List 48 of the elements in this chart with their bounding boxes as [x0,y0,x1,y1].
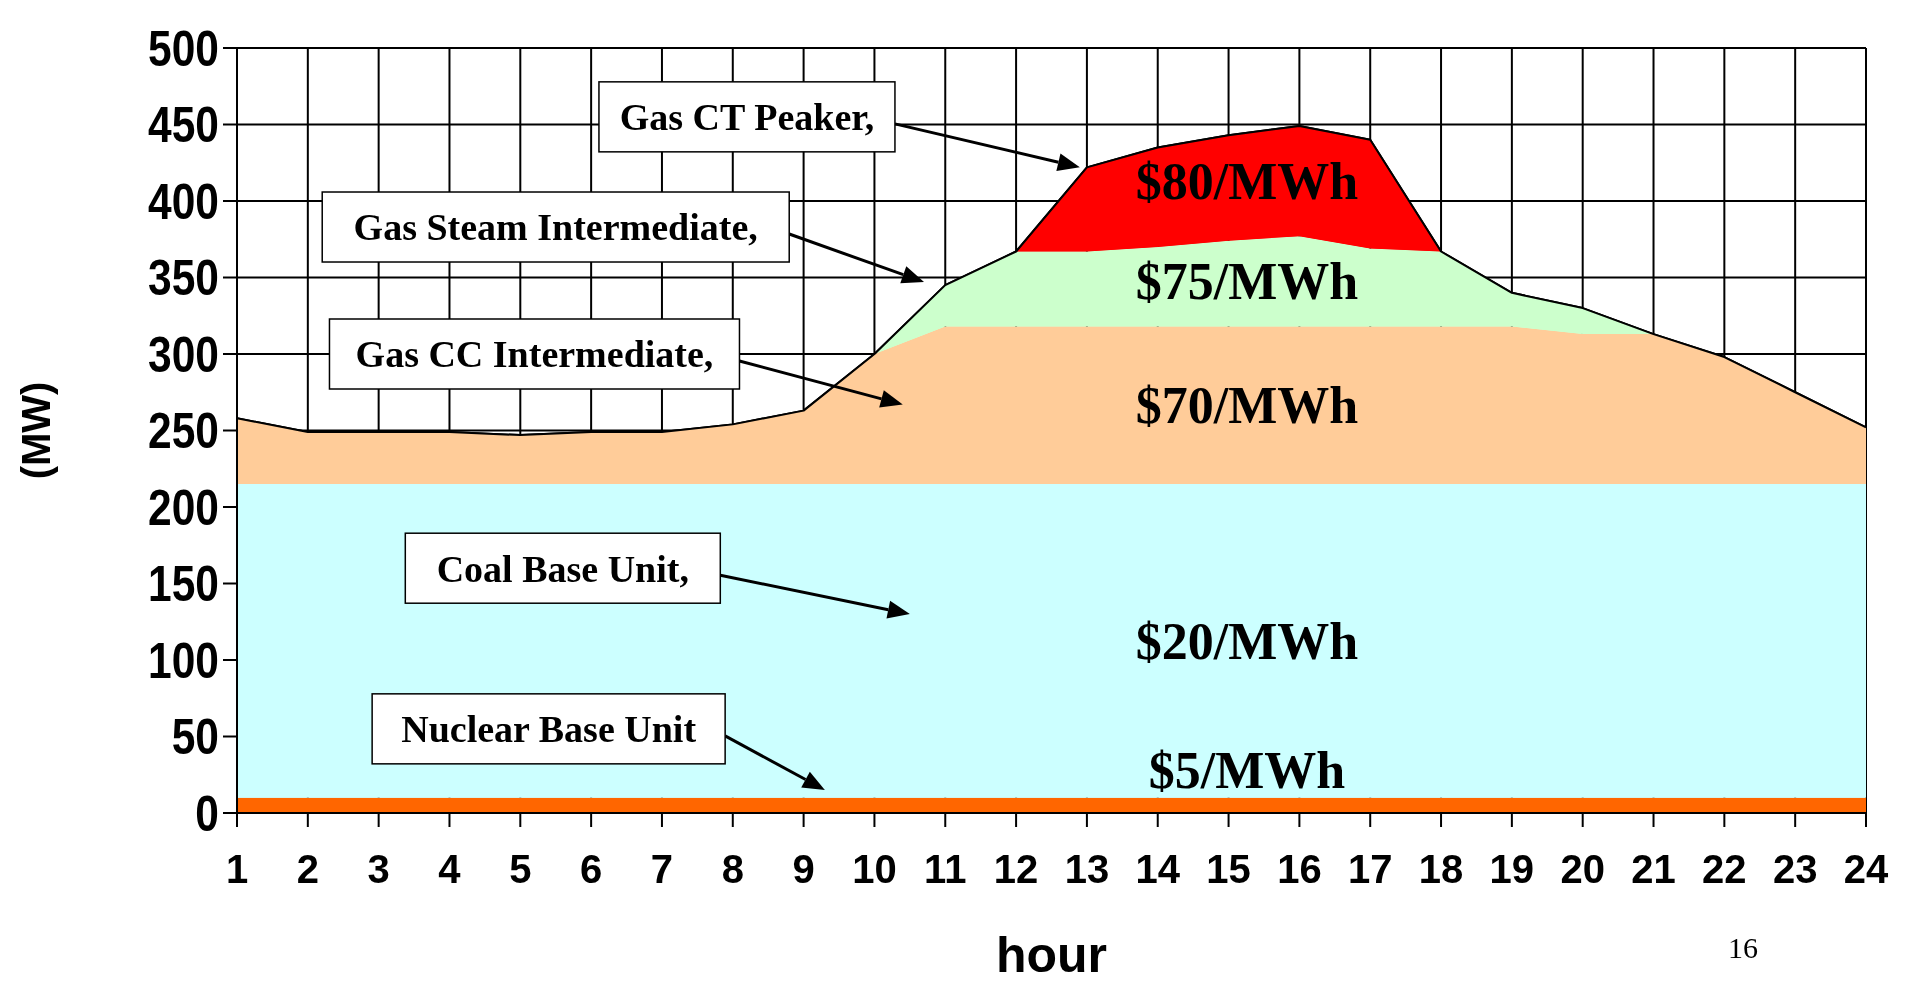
legend-label: $80/MWh [1135,153,1359,211]
x-tick-label: 12 [993,847,1039,891]
y-tick-label: 0 [195,785,219,842]
x-tick-label: 8 [721,847,744,891]
annotation: Gas CC Intermediate, [355,333,714,376]
x-tick-label: 15 [1206,847,1251,891]
y-axis-title: (MW) [14,381,58,480]
y-tick-label: 450 [148,97,219,154]
x-tick-label: 19 [1489,847,1535,891]
annotation: Gas CT Peaker, [619,96,875,139]
series-label: $70/MWh [1135,377,1359,435]
x-tick-label: 20 [1560,847,1605,891]
annotation: Coal Base Unit, [436,547,689,590]
x-tick-label: 1 [225,847,249,891]
annotation: Gas Steam Intermediate, [353,206,758,249]
x-tick-label: 23 [1772,847,1818,891]
x-tick-label: 13 [1064,847,1110,891]
x-tick-label: 22 [1702,847,1747,891]
x-axis-title: hour [995,927,1108,983]
x-tick-label: 6 [580,847,603,891]
y-tick-label: 350 [148,250,219,307]
x-tick-label: 4 [438,847,462,891]
x-tick-label: 16 [1277,847,1322,891]
y-tick-label: 200 [148,479,219,536]
annotation: Nuclear Base Unit [401,708,697,751]
x-tick-label: 14 [1135,847,1181,891]
x-tick-label: 2 [296,847,319,891]
x-tick-label: 17 [1347,847,1393,891]
y-tick-label: 500 [148,20,219,77]
y-tick-label: 100 [148,632,219,689]
y-tick-label: 400 [148,173,219,230]
x-tick-label: 11 [924,847,967,891]
y-tick-label: 300 [148,326,219,383]
x-tick-label: 7 [650,847,674,891]
series-label: $20/MWh [1135,612,1359,670]
y-tick-label: 250 [148,403,219,460]
x-tick-label: 5 [509,847,532,891]
x-tick-label: 18 [1418,847,1464,891]
x-tick-label: 10 [852,847,897,891]
x-tick-label: 3 [367,847,390,891]
y-tick-label: 150 [148,556,219,613]
x-tick-label: 9 [792,847,815,891]
series-label: $75/MWh [1135,253,1359,311]
y-tick-label: 50 [171,709,219,766]
x-tick-label: 24 [1843,847,1889,891]
x-tick-label: 21 [1631,847,1676,891]
text: 16 [1728,931,1758,964]
series-label: $5/MWh [1148,741,1346,799]
